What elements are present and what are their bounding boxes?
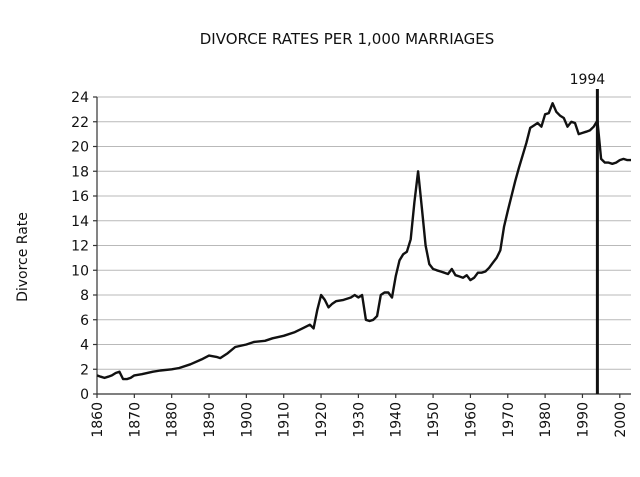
y-tick-label-24: 24 <box>71 90 89 106</box>
y-tick-label-4: 4 <box>80 338 89 354</box>
x-tick-labels: 1860 1870 1880 1890 1900 1910 1920 1930 1940 1950… <box>90 402 629 438</box>
y-tick-label-12: 12 <box>71 239 89 255</box>
y-tick-label-8: 8 <box>80 288 89 304</box>
y-axis-label: Divorce Rate <box>15 212 31 302</box>
y-tick-label-16: 16 <box>71 189 89 205</box>
y-tick-label-0: 0 <box>80 387 89 403</box>
x-tick-label-1930: 1930 <box>351 402 367 438</box>
series-line-0 <box>96 102 631 381</box>
y-tick-label-18: 18 <box>71 164 89 180</box>
x-tick-label-1990: 1990 <box>575 402 591 438</box>
y-tick-label-14: 14 <box>71 214 89 230</box>
x-tick-label-1880: 1880 <box>165 402 181 438</box>
x-tick-label-2000: 2000 <box>613 402 629 438</box>
axes <box>93 96 631 398</box>
x-tick-label-1940: 1940 <box>389 402 405 438</box>
vline-label-1994: 1994 <box>570 72 606 88</box>
y-tick-label-22: 22 <box>71 115 89 131</box>
y-tick-label-6: 6 <box>80 313 89 329</box>
y-tick-label-2: 2 <box>80 362 89 378</box>
grid-lines <box>97 96 631 370</box>
x-tick-label-1900: 1900 <box>239 402 255 438</box>
x-tick-label-1960: 1960 <box>463 402 479 438</box>
y-tick-label-10: 10 <box>71 263 89 279</box>
y-tick-label-20: 20 <box>71 140 89 156</box>
x-tick-label-1890: 1890 <box>202 402 218 438</box>
x-tick-label-1860: 1860 <box>90 402 106 438</box>
x-tick-label-1910: 1910 <box>277 402 293 438</box>
x-tick-label-1970: 1970 <box>501 402 517 438</box>
series-lines <box>96 102 631 381</box>
x-tick-label-1920: 1920 <box>314 402 330 438</box>
annotations: 1994 <box>570 72 606 394</box>
x-tick-label-1980: 1980 <box>538 402 554 438</box>
x-tick-label-1870: 1870 <box>127 402 143 438</box>
chart-title: DIVORCE RATES PER 1,000 MARRIAGES <box>200 30 495 48</box>
x-tick-label-1950: 1950 <box>426 402 442 438</box>
